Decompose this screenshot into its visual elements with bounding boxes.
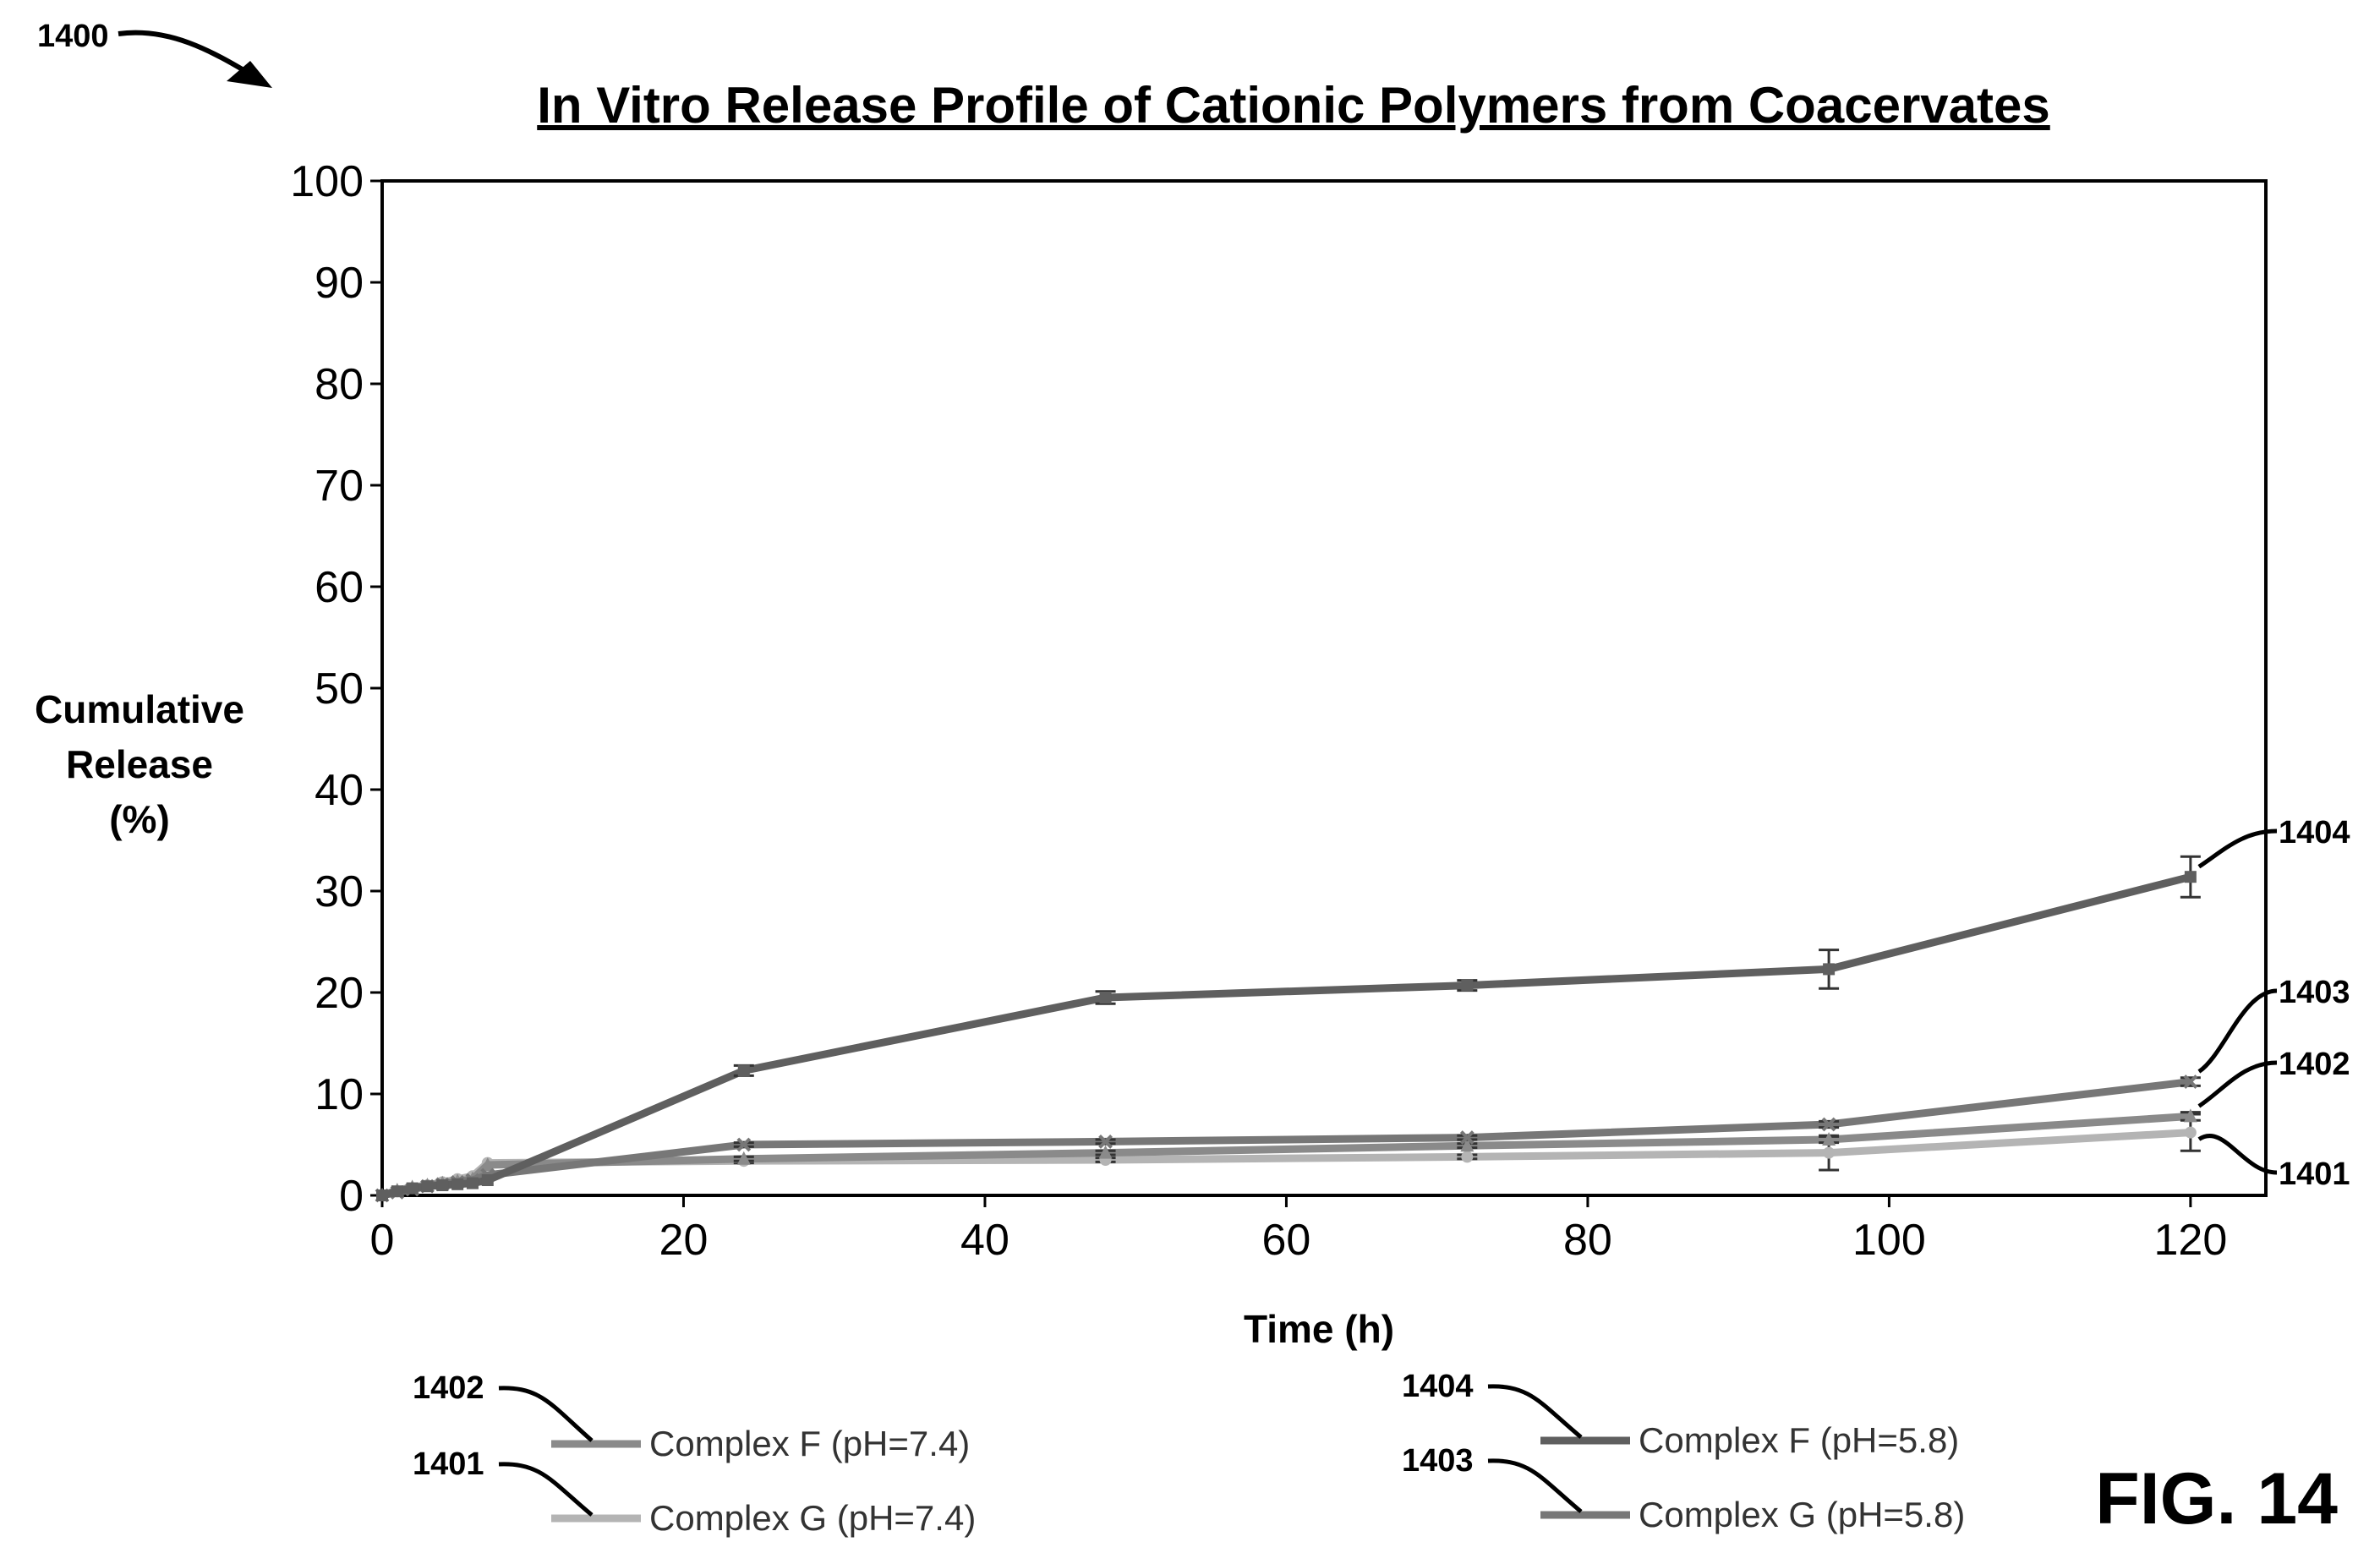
callout-ref-1404: 1404 (2279, 815, 2350, 850)
data-point-1401 (2184, 1126, 2197, 1139)
data-point-1402 (736, 1151, 751, 1165)
data-point-1404 (481, 1174, 494, 1186)
x-axis-label: Time (h) (1244, 1307, 1394, 1351)
legend-label-complex-g-ph74: Complex G (pH=7.4) (649, 1498, 976, 1538)
data-point-1404 (406, 1182, 419, 1195)
legend-leader-1401 (498, 1462, 594, 1517)
series-callouts: 1404 1403 1402 1401 (2197, 815, 2350, 1192)
data-point-1404 (1099, 992, 1112, 1003)
data-point-1402 (1460, 1138, 1475, 1152)
callout-ref-1403: 1403 (2279, 975, 2350, 1010)
x-axis-ticks: 0 20 40 60 80 100 120 (370, 1195, 2227, 1265)
figure-ref-arrowhead (227, 61, 272, 88)
chart-title: In Vitro Release Profile of Cationic Pol… (537, 77, 2050, 134)
data-point-1403 (1098, 1134, 1113, 1149)
callout-ref-1402: 1402 (2279, 1047, 2350, 1082)
legend-leader-1402 (498, 1386, 594, 1442)
legend-ref-1403: 1403 (1402, 1443, 1474, 1479)
callout-leader-1404 (2197, 828, 2278, 869)
x-tick-label: 20 (659, 1216, 709, 1265)
figure-ref-number: 1400 (37, 19, 109, 54)
y-tick-label: 20 (315, 969, 364, 1018)
callout-ref-1401: 1401 (2279, 1157, 2350, 1192)
data-point-1404 (737, 1064, 750, 1077)
plot-area-frame (380, 179, 2268, 1197)
x-tick-label: 100 (1852, 1216, 1926, 1265)
legend-item-complex-f-ph74: Complex F (pH=7.4) 1402 (413, 1370, 970, 1463)
legend: Complex F (pH=7.4) 1402 Complex G (pH=7.… (413, 1369, 1965, 1538)
callout-leader-1403 (2197, 988, 2278, 1074)
series-1404 (376, 855, 2201, 1201)
legend-ref-1404: 1404 (1402, 1369, 1474, 1404)
y-tick-label: 30 (315, 867, 364, 916)
data-point-1403 (736, 1137, 752, 1152)
series-1403 (375, 1075, 2201, 1203)
figure-number-label: FIG. 14 (2095, 1458, 2338, 1539)
y-axis-label-line-1: Cumulative (35, 687, 244, 731)
y-tick-label: 50 (315, 664, 364, 714)
legend-leader-1403 (1487, 1458, 1583, 1513)
data-point-1404 (451, 1178, 464, 1190)
x-tick-label: 120 (2153, 1216, 2227, 1265)
data-point-1403 (1459, 1130, 1475, 1146)
legend-leader-1404 (1487, 1384, 1583, 1439)
y-tick-label: 0 (339, 1172, 364, 1221)
callout-leader-1402 (2197, 1060, 2278, 1108)
figure-ref-arrow (118, 30, 255, 79)
y-tick-label: 60 (315, 563, 364, 612)
callout-leader-1401 (2197, 1134, 2278, 1175)
data-point-1402 (1098, 1145, 1113, 1159)
legend-ref-1401: 1401 (413, 1446, 484, 1482)
data-point-1404 (391, 1185, 403, 1198)
data-point-1403 (2183, 1075, 2198, 1090)
data-point-1404 (2184, 871, 2197, 883)
series-line-1403 (381, 1078, 2191, 1200)
legend-item-complex-f-ph58: Complex F (pH=5.8) 1404 (1402, 1369, 1959, 1460)
data-point-1402 (480, 1157, 495, 1171)
legend-label-complex-f-ph58: Complex F (pH=5.8) (1639, 1420, 1959, 1460)
data-point-1401 (1461, 1151, 1474, 1163)
y-tick-label: 80 (315, 360, 364, 409)
x-tick-label: 80 (1563, 1216, 1612, 1265)
legend-ref-1402: 1402 (413, 1370, 484, 1406)
series-layer (375, 855, 2201, 1203)
data-point-1404 (1823, 963, 1836, 976)
y-axis-label-line-2: Release (66, 742, 213, 786)
y-tick-label: 90 (315, 259, 364, 308)
data-point-1404 (421, 1180, 434, 1193)
y-axis-label-line-3: (%) (109, 797, 170, 841)
y-tick-label: 10 (315, 1070, 364, 1119)
x-tick-label: 60 (1262, 1216, 1311, 1265)
data-point-1404 (376, 1189, 388, 1201)
y-tick-label: 100 (290, 157, 364, 206)
data-point-1403 (1821, 1117, 1836, 1132)
data-point-1402 (2183, 1108, 2197, 1123)
legend-label-complex-g-ph58: Complex G (pH=5.8) (1639, 1495, 1965, 1534)
legend-label-complex-f-ph74: Complex F (pH=7.4) (649, 1424, 970, 1463)
legend-item-complex-g-ph58: Complex G (pH=5.8) 1403 (1402, 1443, 1965, 1534)
data-point-1404 (1461, 979, 1474, 992)
y-axis-ticks: 0 10 20 30 40 50 60 70 80 90 100 (290, 157, 382, 1221)
data-point-1404 (436, 1179, 449, 1191)
x-tick-label: 0 (370, 1216, 395, 1265)
legend-item-complex-g-ph74: Complex G (pH=7.4) 1401 (413, 1446, 976, 1538)
y-tick-label: 70 (315, 462, 364, 511)
x-tick-label: 40 (960, 1216, 1009, 1265)
data-point-1402 (1822, 1132, 1836, 1146)
y-tick-label: 40 (315, 766, 364, 815)
data-point-1401 (1823, 1146, 1836, 1159)
data-point-1404 (466, 1177, 479, 1189)
